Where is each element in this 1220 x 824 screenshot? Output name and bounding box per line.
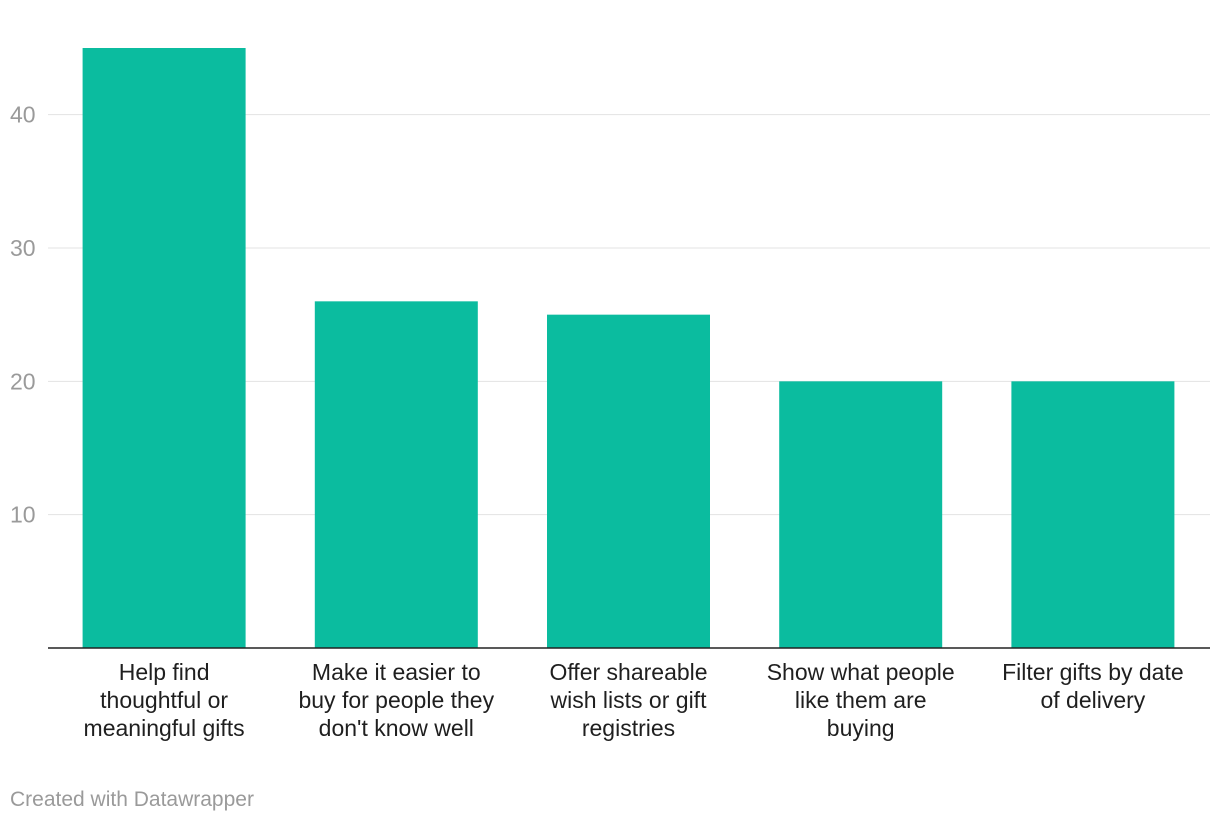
bar-3 (547, 314, 710, 648)
credit-text: Created with Datawrapper (10, 788, 254, 811)
bar-2 (314, 301, 478, 648)
bar-5 (1011, 381, 1175, 648)
bars (82, 48, 1175, 648)
category-label-4-line-2: like them are (795, 687, 927, 713)
bar-1 (82, 48, 246, 648)
y-tick-label: 10 (10, 502, 36, 528)
y-tick-label: 20 (10, 368, 36, 394)
category-label-5-line-1: Filter gifts by date (1002, 659, 1184, 685)
category-label-3-line-2: wish lists or gift (550, 687, 708, 713)
category-label-5-line-2: of delivery (1040, 687, 1145, 713)
category-label-3-line-1: Offer shareable (549, 659, 707, 685)
category-label-2-line-2: buy for people they (298, 687, 494, 713)
category-label-2-line-3: don't know well (319, 715, 474, 741)
bar-4 (779, 381, 943, 648)
y-tick-label: 40 (10, 102, 36, 128)
axes: 10 20 30 40 (10, 102, 1210, 649)
category-label-1-line-1: Help find (119, 659, 210, 685)
category-label-1-line-2: thoughtful or (100, 687, 228, 713)
y-tick-label: 30 (10, 235, 36, 261)
category-label-4-line-3: buying (827, 715, 895, 741)
category-label-3-line-3: registries (582, 715, 675, 741)
category-label-4-line-1: Show what people (767, 659, 955, 685)
category-label-1-line-3: meaningful gifts (84, 715, 245, 741)
category-label-2-line-1: Make it easier to (312, 659, 481, 685)
